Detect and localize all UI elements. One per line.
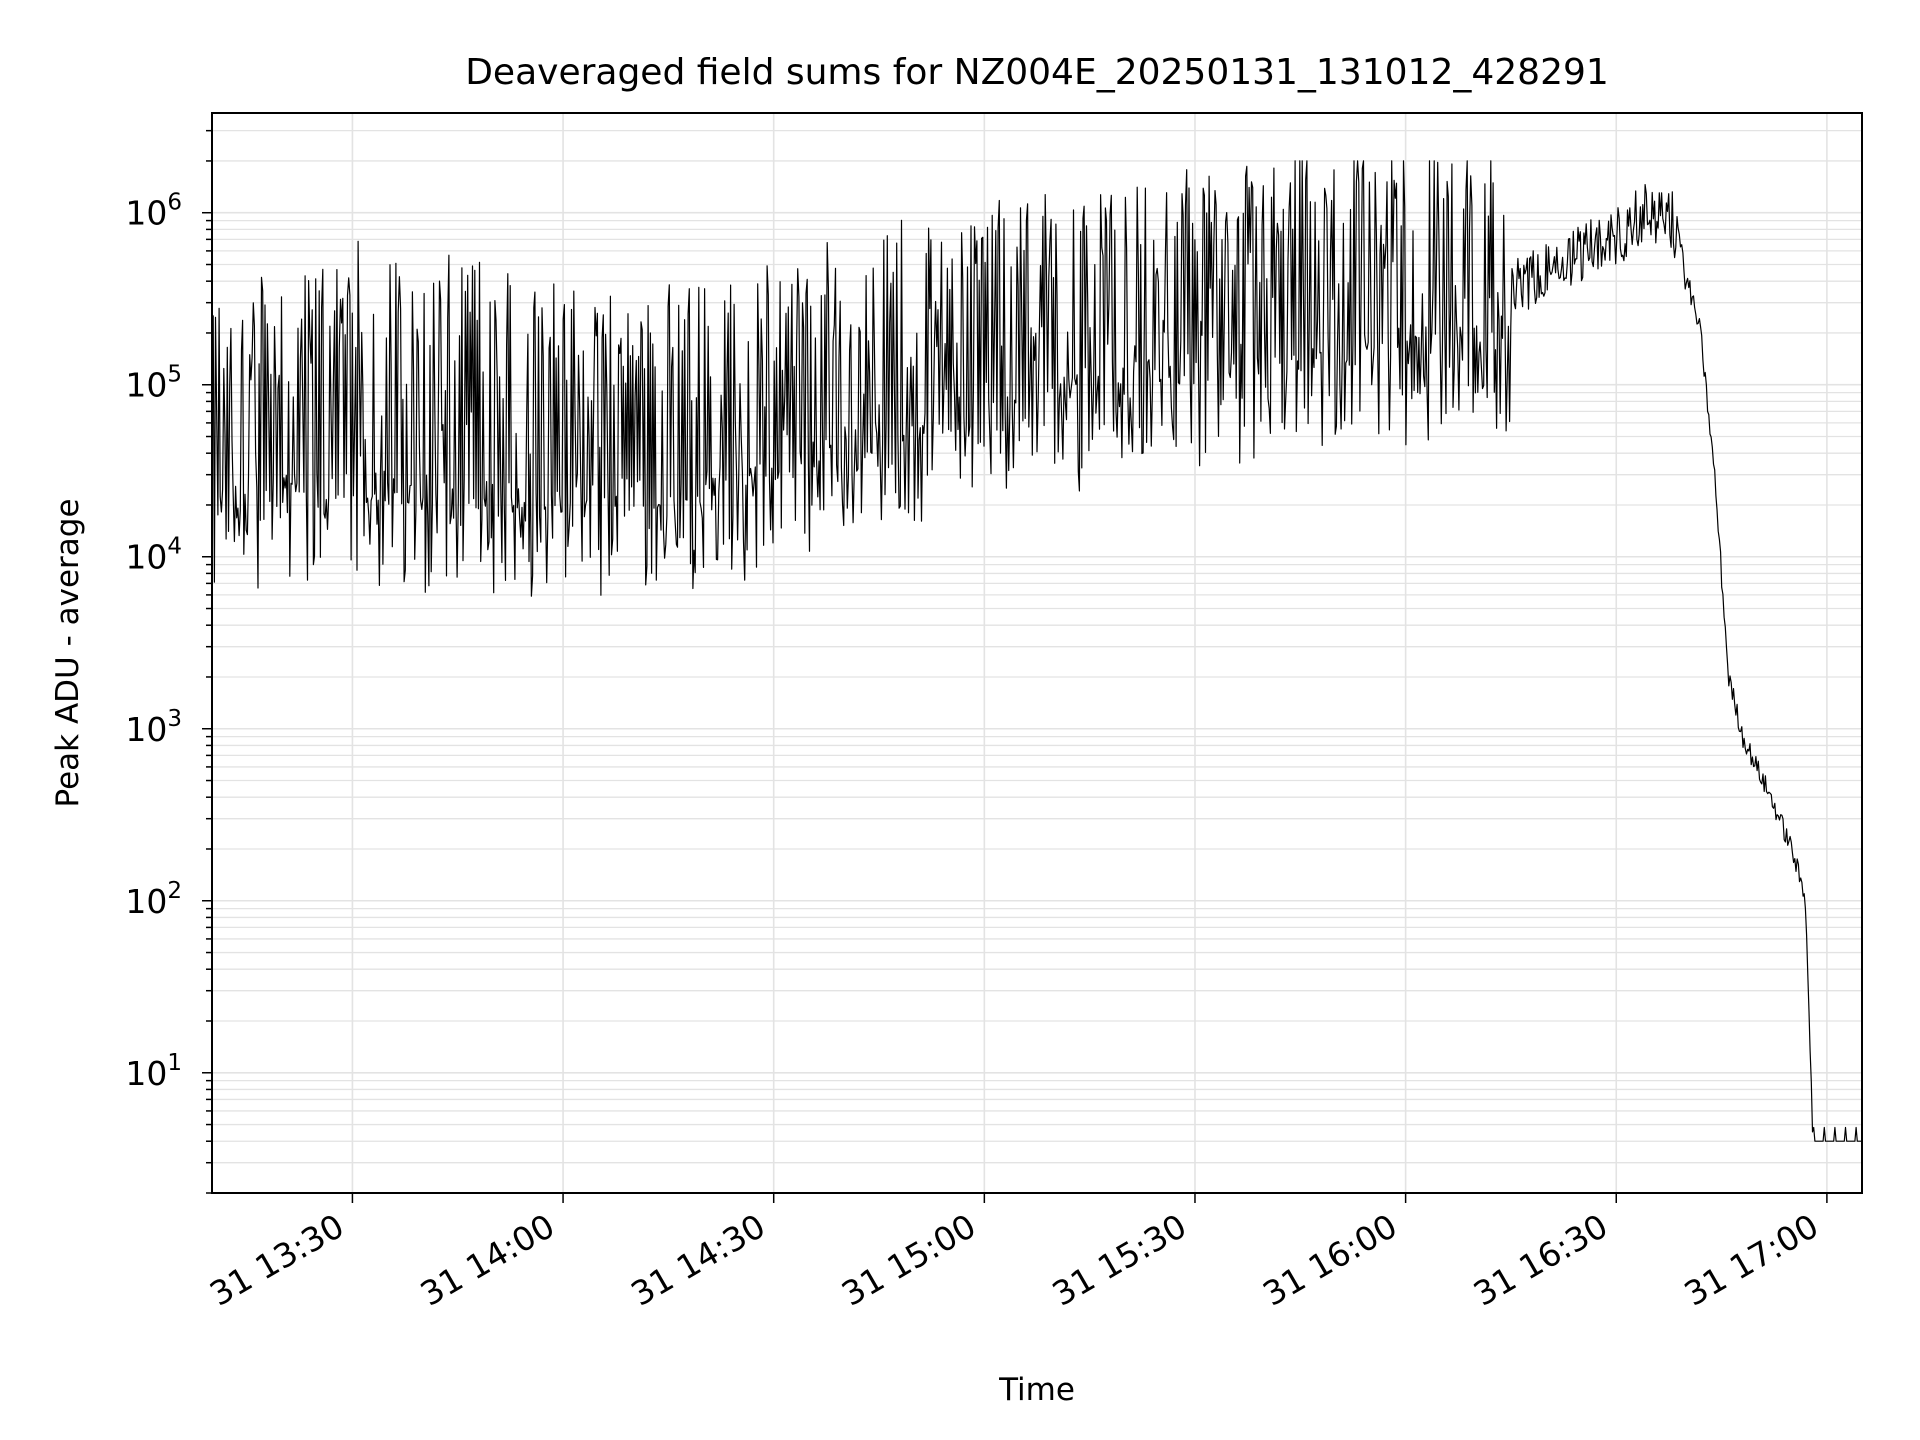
x-axis-label: Time [998,1372,1075,1408]
y-tick-label: 103 [125,706,182,749]
y-axis-label: Peak ADU - average [50,498,86,807]
y-tick-label: 102 [125,878,182,921]
grid-lines [212,113,1862,1194]
series-line [211,160,1862,1142]
chart-title: Deaveraged field sums for NZ004E_2025013… [465,52,1609,93]
y-tick-label: 104 [125,534,182,577]
y-tick-label: 105 [125,362,182,405]
plot-frame [211,112,1863,1194]
y-tick-label: 101 [125,1050,182,1093]
y-tick-label: 106 [125,190,182,233]
